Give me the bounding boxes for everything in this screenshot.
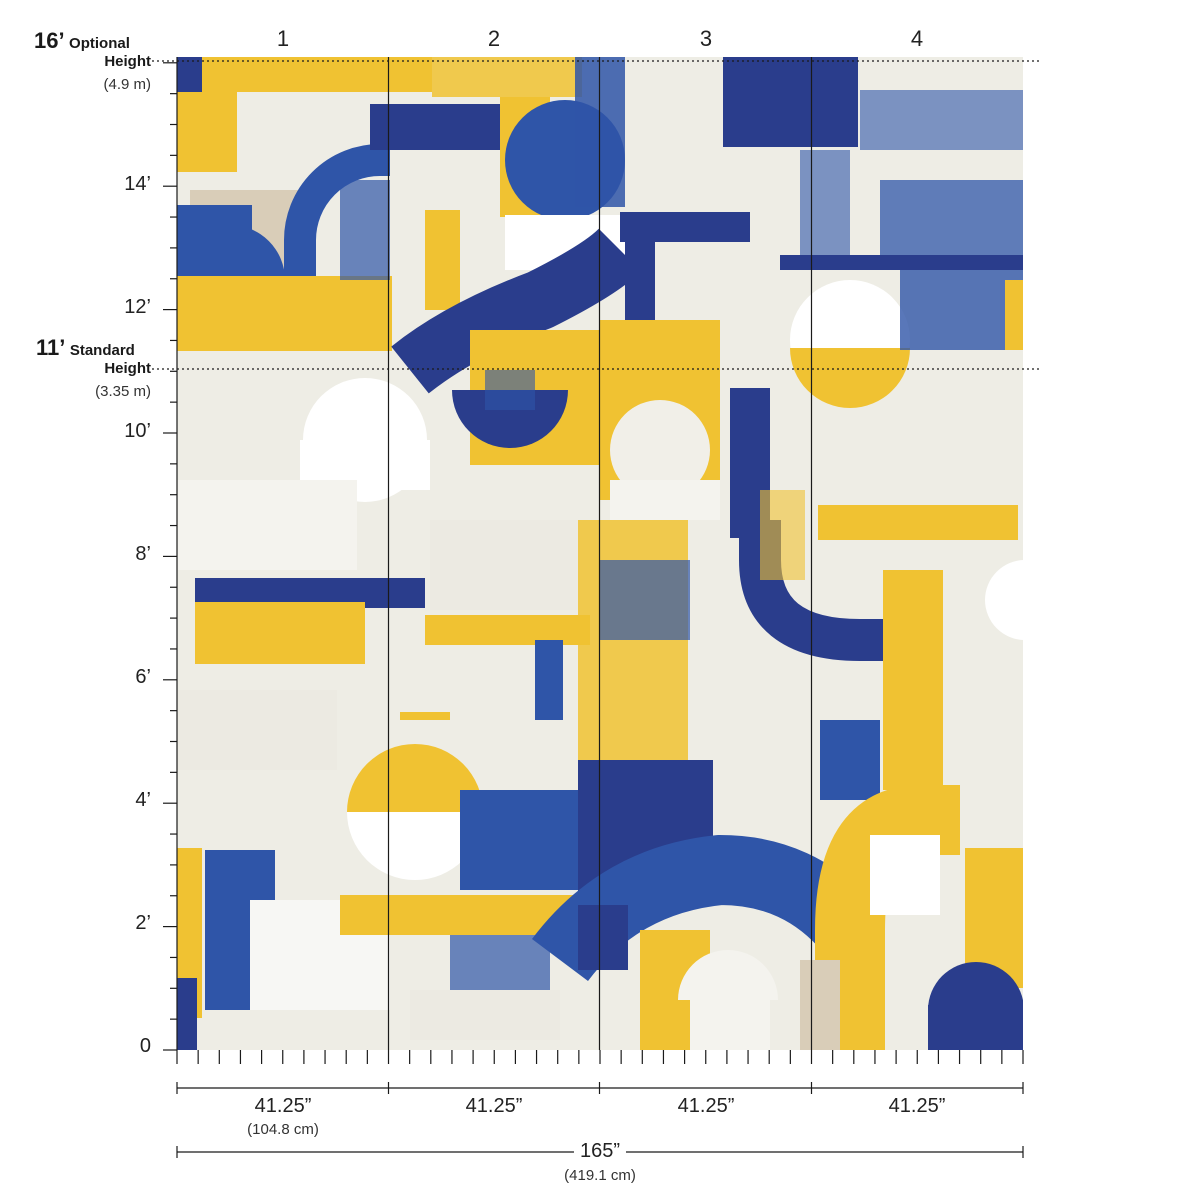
panel-number-4: 4 (910, 26, 924, 51)
panel-width-1-metric: (104.8 cm) (247, 1121, 319, 1138)
art-block (870, 835, 940, 915)
art-block (410, 990, 560, 1040)
art-block (425, 210, 460, 310)
height-tick-0: 0 (139, 1035, 151, 1057)
art-block (578, 905, 628, 970)
height-tick-12: 12’ (124, 296, 151, 318)
art-half-disc (452, 390, 568, 448)
height-tick-14: 14’ (124, 173, 151, 195)
art-block (860, 90, 1023, 150)
standard-height-heading: 11’ Standard (36, 335, 135, 361)
art-block (780, 255, 1023, 270)
art-block (177, 57, 202, 92)
art-block (340, 895, 580, 935)
optional-height-heading: 16’ Optional (34, 28, 130, 54)
panel-number-2: 2 (487, 26, 501, 51)
height-tick-6: 6’ (135, 666, 151, 688)
optional-height-label2: Height (104, 53, 151, 70)
optional-height-value: 16’ (34, 28, 65, 53)
art-block (723, 57, 858, 147)
art-block (425, 615, 590, 645)
art-block (928, 1005, 1023, 1050)
standard-height-label: Standard (69, 342, 135, 359)
art-block (620, 212, 750, 242)
height-tick-2: 2’ (135, 912, 151, 934)
art-block (430, 520, 580, 610)
art-circle (985, 560, 1023, 640)
standard-height-value: 11’ (36, 335, 66, 360)
art-block (760, 490, 805, 580)
panel-width-1: 41.25” (254, 1095, 312, 1117)
art-block (800, 960, 840, 1050)
panel-number-3: 3 (699, 26, 713, 51)
art-block (600, 560, 690, 640)
height-tick-10: 10’ (124, 420, 151, 442)
art-block (370, 104, 500, 150)
standard-height-metric: (3.35 m) (95, 383, 151, 400)
art-half-disc (347, 812, 483, 880)
art-block (340, 180, 390, 280)
art-half-disc (678, 950, 778, 1000)
art-block (625, 240, 655, 320)
art-block (818, 505, 1018, 540)
art-block (177, 57, 432, 92)
art-block (1005, 280, 1023, 350)
panel-number-1: 1 (276, 26, 290, 51)
art-block (400, 712, 450, 720)
panel-width-4: 41.25” (888, 1095, 946, 1117)
art-block (883, 570, 943, 790)
art-block (177, 276, 392, 351)
total-width-metric: (419.1 cm) (564, 1167, 636, 1184)
height-tick-8: 8’ (135, 543, 151, 565)
art-block (535, 640, 563, 720)
art-half-disc (347, 744, 483, 812)
art-arc (815, 785, 960, 1050)
standard-height-label2: Height (104, 360, 151, 377)
optional-height-metric: (4.9 m) (103, 76, 151, 93)
total-width: 165” (573, 1140, 627, 1163)
art-half-disc (790, 348, 910, 408)
art-block (177, 480, 357, 570)
art-half-disc (928, 962, 1023, 1010)
art-block (177, 92, 237, 172)
art-block (432, 57, 582, 97)
art-block (900, 270, 1023, 350)
panel-width-3: 41.25” (677, 1095, 735, 1117)
art-block (177, 978, 197, 1050)
art-block (610, 480, 720, 520)
art-arc (284, 144, 390, 280)
optional-height-label: Optional (69, 35, 130, 52)
art-block (177, 690, 337, 770)
art-block (460, 790, 580, 890)
height-tick-4: 4’ (135, 789, 151, 811)
art-block (177, 205, 252, 280)
art-block (820, 720, 880, 800)
art-block (800, 150, 850, 260)
art-block (690, 1000, 770, 1050)
art-block (195, 602, 365, 664)
panel-width-2: 41.25” (465, 1095, 523, 1117)
art-block (880, 180, 1023, 255)
art-block (485, 370, 535, 410)
art-circle (610, 400, 710, 500)
mural-artwork (177, 57, 1023, 1050)
art-arc (391, 228, 642, 394)
